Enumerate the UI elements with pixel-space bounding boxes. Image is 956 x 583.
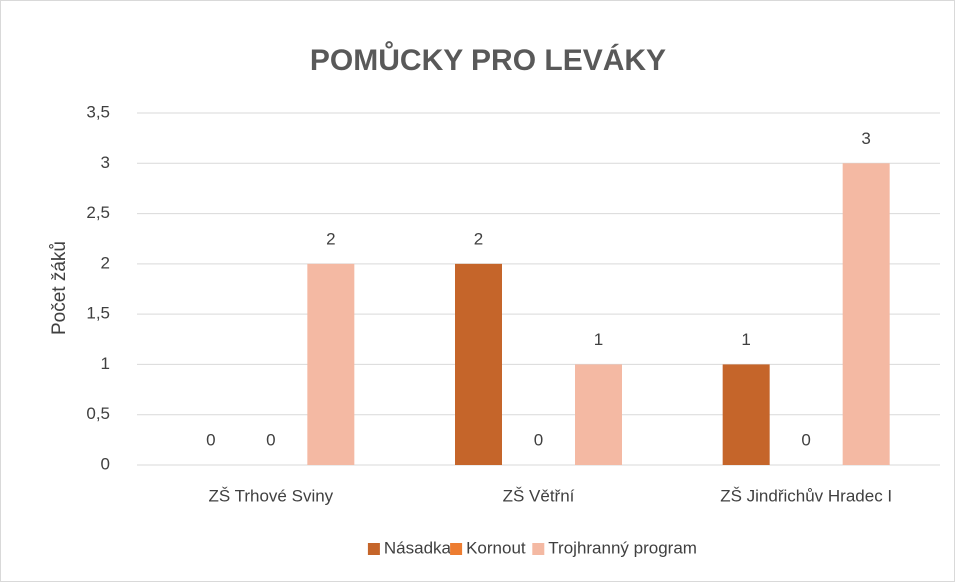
x-tick-label: ZŠ Trhové Sviny xyxy=(208,486,333,505)
bar xyxy=(307,263,355,465)
x-tick-label: ZŠ Jindřichův Hradec I xyxy=(720,486,892,505)
legend-label: Kornout xyxy=(466,538,526,557)
data-label: 2 xyxy=(474,229,483,248)
bar xyxy=(842,163,890,466)
data-label: 2 xyxy=(326,229,335,248)
legend-swatch xyxy=(450,543,463,555)
y-axis-label: Počet žáků xyxy=(49,241,70,335)
y-tick-label: 1 xyxy=(101,354,110,373)
y-tick-label: 2 xyxy=(101,253,110,272)
y-tick-label: 0 xyxy=(101,454,110,473)
data-label: 3 xyxy=(861,129,870,148)
legend-label: Násadka xyxy=(384,538,452,557)
bar xyxy=(575,364,622,465)
y-tick-label: 1,5 xyxy=(86,304,110,323)
x-tick-label: ZŠ Větřní xyxy=(503,486,575,505)
data-label: 1 xyxy=(594,330,603,349)
data-label: 0 xyxy=(801,430,810,449)
legend-label: Trojhranný program xyxy=(548,538,697,557)
y-tick-label: 0,5 xyxy=(86,404,110,423)
data-label: 1 xyxy=(741,330,750,349)
chart-title: POMŮCKY PRO LEVÁKY xyxy=(310,41,666,77)
data-label: 0 xyxy=(266,430,275,449)
y-tick-label: 2,5 xyxy=(86,203,110,222)
data-label: 0 xyxy=(534,430,543,449)
legend-swatch xyxy=(367,543,380,555)
y-tick-label: 3,5 xyxy=(86,102,110,121)
y-tick-label: 3 xyxy=(101,153,110,172)
data-label: 0 xyxy=(206,430,215,449)
bar xyxy=(722,364,770,465)
bar xyxy=(455,263,502,465)
legend-swatch xyxy=(532,543,545,555)
